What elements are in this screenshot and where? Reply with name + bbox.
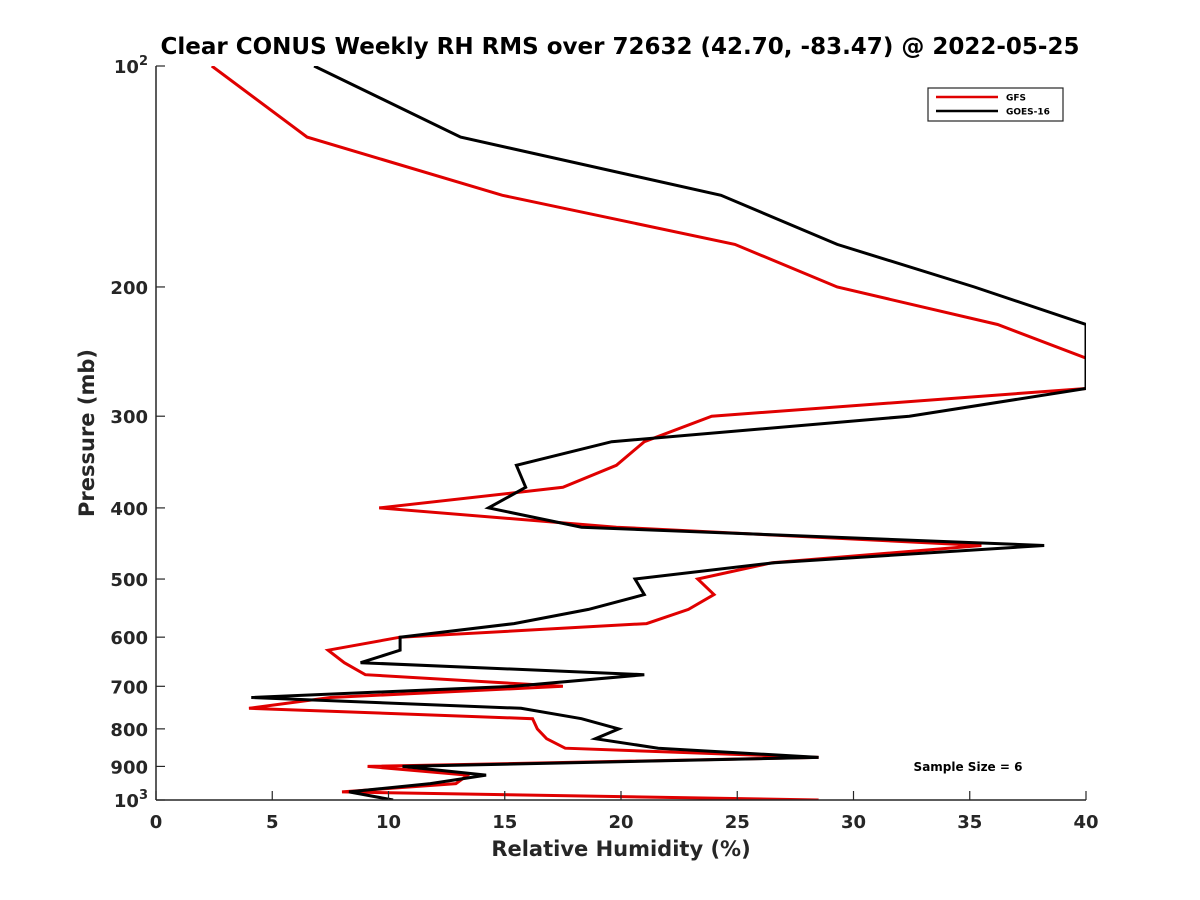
y-tick-label: 400: [110, 499, 148, 520]
series-line-goes-16: [251, 66, 1086, 800]
legend-label: GOES-16: [1006, 108, 1050, 118]
x-tick-label: 5: [266, 812, 279, 833]
legend-box: [927, 87, 1064, 122]
y-tick-label: 102: [114, 54, 148, 78]
y-axis-label: Pressure (mb): [75, 349, 99, 517]
y-tick-label: 200: [110, 278, 148, 299]
x-tick-label: 10: [376, 812, 401, 833]
plot-background: [156, 66, 1086, 800]
x-tick-label: 0: [150, 812, 163, 833]
x-axis-label: Relative Humidity (%): [491, 837, 750, 861]
y-tick-label: 600: [110, 628, 148, 649]
axes-layer: 0 5 10 15 20 25 30 35 40 102 200 300 400 500 600 700 800…: [110, 54, 1098, 833]
x-tick-label: 35: [957, 812, 982, 833]
x-tick-label: 20: [608, 812, 633, 833]
series-layer: [210, 66, 1086, 800]
series-line-gfs: [210, 66, 1086, 800]
x-tick-label: 25: [725, 812, 750, 833]
y-tick-label: 700: [110, 677, 148, 698]
chart-title: Clear CONUS Weekly RH RMS over 72632 (42…: [161, 34, 1080, 60]
y-tick-label: 103: [114, 788, 148, 812]
plot-area: [156, 66, 1086, 800]
x-tick-label: 15: [492, 812, 517, 833]
y-tick-label: 500: [110, 570, 148, 591]
sample-size-annotation: Sample Size = 6: [914, 760, 1023, 774]
y-tick-label: 300: [110, 407, 148, 428]
legend: GFS GOES-16: [927, 87, 1064, 122]
x-tick-label: 30: [841, 812, 866, 833]
y-tick-label: 900: [110, 757, 148, 778]
y-tick-label: 800: [110, 720, 148, 741]
legend-label: GFS: [1006, 94, 1026, 104]
x-tick-label: 40: [1073, 812, 1098, 833]
